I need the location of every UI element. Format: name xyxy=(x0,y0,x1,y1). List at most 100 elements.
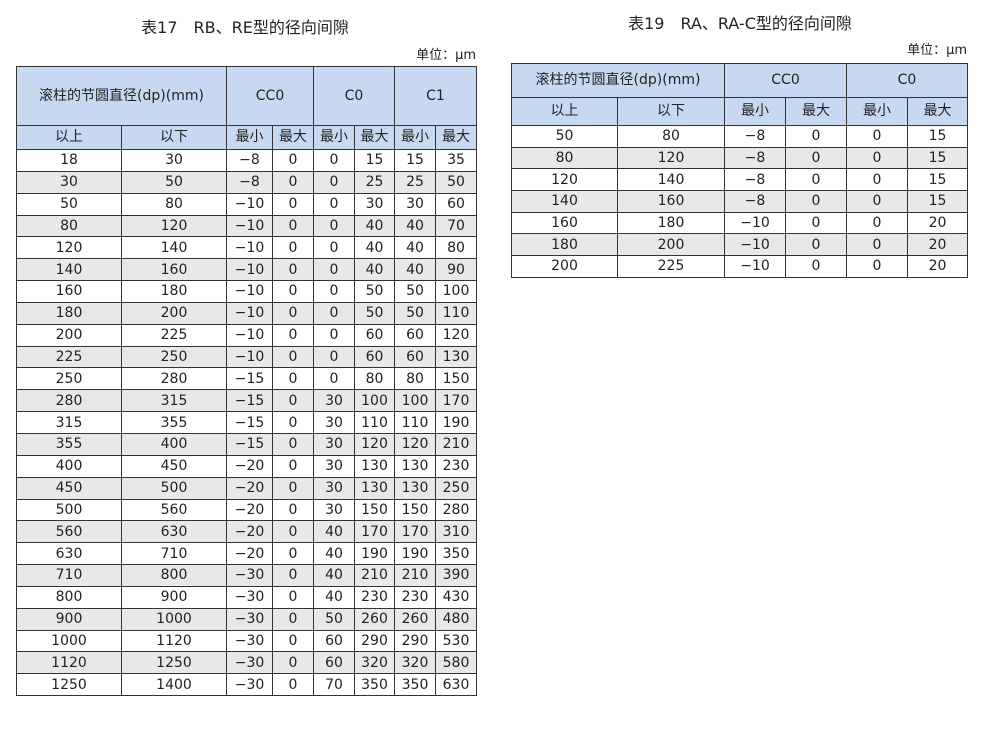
table-cell: −20 xyxy=(226,498,273,522)
table-cell: 170 xyxy=(354,520,395,544)
table-cell: 50 xyxy=(16,192,122,216)
table-cell: 210 xyxy=(435,432,477,456)
table-cell: −8 xyxy=(226,149,273,172)
table-cell: 130 xyxy=(394,454,436,478)
table-row: 80 120 −8 0 0 15 xyxy=(511,146,968,170)
table-cell: 60 xyxy=(313,629,355,653)
table-cell: −30 xyxy=(226,673,273,697)
table-cell: 170 xyxy=(435,389,477,413)
table-cell: 15 xyxy=(907,190,968,213)
table-cell: 40 xyxy=(394,258,436,282)
table-cell: 200 xyxy=(121,301,227,325)
table-cell: 710 xyxy=(16,564,122,587)
table-cell: 110 xyxy=(435,301,477,325)
table-cell: 0 xyxy=(313,149,355,172)
table-cell: 150 xyxy=(394,498,436,522)
table-cell: 40 xyxy=(313,585,355,609)
table-cell: −10 xyxy=(724,233,786,257)
table-row: 280 315 −15 0 30 100 100 170 xyxy=(16,389,477,413)
table-cell: 225 xyxy=(121,323,227,347)
header-text: 滚柱的节圆直径(dp)(mm) xyxy=(535,72,701,89)
unit-label: 单位：μm xyxy=(907,43,967,58)
table-cell: 1400 xyxy=(121,673,227,697)
table-cell: 80 xyxy=(394,367,436,391)
table-cell: 180 xyxy=(511,233,618,257)
table-cell: 310 xyxy=(435,520,477,544)
table-row: 1120 1250 −30 0 60 320 320 580 xyxy=(16,651,477,675)
table-cell: 0 xyxy=(272,542,314,566)
table-cell: 0 xyxy=(785,168,847,192)
table-cell: 200 xyxy=(16,323,122,347)
table-cell: −20 xyxy=(226,454,273,478)
table-row: 630 710 −20 0 40 190 190 350 xyxy=(16,542,477,566)
table-cell: 80 xyxy=(16,214,122,238)
table-cell: 0 xyxy=(272,454,314,478)
table-row: 250 280 −15 0 0 80 80 150 xyxy=(16,367,477,391)
table-row: 140 160 −8 0 0 15 xyxy=(511,190,968,213)
table-cell: 40 xyxy=(354,236,395,260)
table-cell: 30 xyxy=(313,498,355,522)
table-cell: 250 xyxy=(121,345,227,369)
table-cell: 400 xyxy=(16,454,122,478)
table-cell: 1250 xyxy=(16,673,122,697)
table-cell: 110 xyxy=(354,411,395,434)
table-cell: −30 xyxy=(226,564,273,587)
table-cell: 0 xyxy=(272,607,314,631)
table-row: 560 630 −20 0 40 170 170 310 xyxy=(16,520,477,544)
table-row: 900 1000 −30 0 50 260 260 480 xyxy=(16,607,477,631)
table-cell: 40 xyxy=(313,542,355,566)
table-cell: 80 xyxy=(354,367,395,391)
table-cell: 0 xyxy=(846,233,908,257)
table-cell: 0 xyxy=(313,301,355,325)
table-cell: −8 xyxy=(724,125,786,148)
table-cell: 190 xyxy=(354,542,395,566)
table-cell: 280 xyxy=(121,367,227,391)
table-row: 180 200 −10 0 0 20 xyxy=(511,233,968,257)
table-cell: 140 xyxy=(617,168,725,192)
table-cell: 0 xyxy=(313,367,355,391)
table-cell: 170 xyxy=(394,520,436,544)
table-cell: 20 xyxy=(907,255,968,278)
table-cell: 1000 xyxy=(121,607,227,631)
table-cell: 315 xyxy=(121,389,227,413)
table-cell: 0 xyxy=(272,214,314,238)
subheader-cell: 最小 xyxy=(226,125,273,150)
table-cell: 355 xyxy=(121,411,227,434)
table-cell: 0 xyxy=(313,170,355,194)
table-cell: 15 xyxy=(907,168,968,192)
table-cell: 0 xyxy=(313,214,355,238)
table-cell: 200 xyxy=(617,233,725,257)
table-cell: −10 xyxy=(226,280,273,303)
table-cell: 315 xyxy=(16,411,122,434)
table-cell: 190 xyxy=(435,411,477,434)
table-cell: 180 xyxy=(617,211,725,235)
table-cell: 120 xyxy=(354,432,395,456)
table-cell: −10 xyxy=(724,255,786,278)
table-row: 710 800 −30 0 40 210 210 390 xyxy=(16,564,477,587)
header-text: 滚柱的节圆直径(dp)(mm) xyxy=(39,87,204,104)
subheader-cell: 以下 xyxy=(617,97,725,126)
table-cell: 225 xyxy=(16,345,122,369)
table-cell: 140 xyxy=(121,236,227,260)
table-cell: 30 xyxy=(313,411,355,434)
subheader-row: 以上 以下 最小 最大 最小 最大 最小 最大 xyxy=(16,125,477,150)
subheader-cell: 最小 xyxy=(313,125,355,150)
table-cell: 40 xyxy=(313,520,355,544)
table-row: 315 355 −15 0 30 110 110 190 xyxy=(16,411,477,434)
table-cell: 60 xyxy=(394,323,436,347)
table-cell: 1250 xyxy=(121,651,227,675)
table-cell: 120 xyxy=(394,432,436,456)
table-cell: 0 xyxy=(272,170,314,194)
table-cell: 1000 xyxy=(16,629,122,653)
table-cell: 430 xyxy=(435,585,477,609)
table-row: 355 400 −15 0 30 120 120 210 xyxy=(16,432,477,456)
header-cell: CC0 xyxy=(724,63,847,98)
table-cell: 0 xyxy=(785,190,847,213)
table-cell: 120 xyxy=(435,323,477,347)
table-cell: 50 xyxy=(435,170,477,194)
table-cell: 90 xyxy=(435,258,477,282)
table-cell: 110 xyxy=(394,411,436,434)
table-cell: −8 xyxy=(724,146,786,170)
table-cell: 0 xyxy=(785,255,847,278)
table-cell: 130 xyxy=(354,476,395,500)
